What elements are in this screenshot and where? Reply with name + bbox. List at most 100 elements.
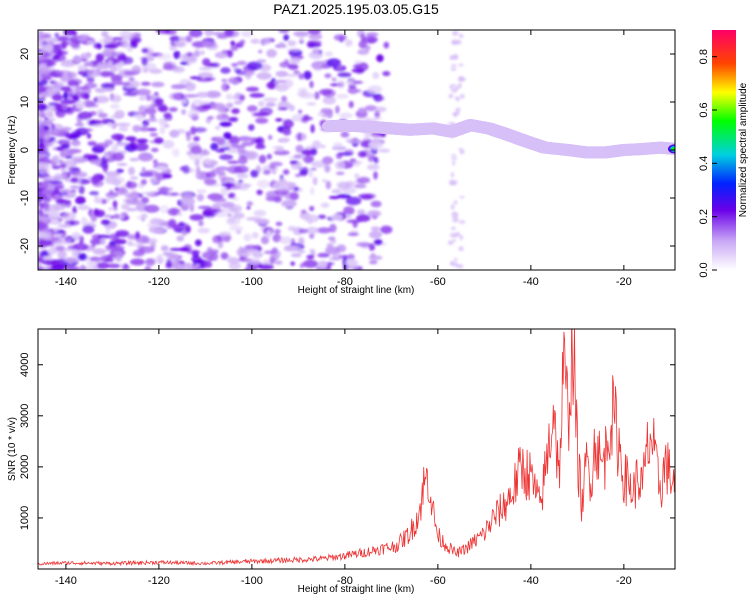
spectrogram-noise-cell xyxy=(80,128,93,132)
spectrogram-noise-cell xyxy=(279,236,292,244)
spectrogram-noise-cell xyxy=(454,233,461,237)
spectrogram-noise-cell xyxy=(370,200,382,208)
spectrogram-noise-cell xyxy=(50,128,64,137)
spectrogram-noise-cell xyxy=(289,191,299,201)
spectrogram-noise-cell xyxy=(343,206,355,216)
spectrogram-noise-cell xyxy=(284,73,300,77)
spectrogram-noise-cell xyxy=(52,50,68,56)
spectrogram-noise-cell xyxy=(38,103,48,111)
spectrogram-noise-cell xyxy=(317,252,330,258)
spectrogram-noise-cell xyxy=(306,226,319,235)
spectrogram-noise-cell xyxy=(113,207,118,211)
spectrogram-noise-cell xyxy=(207,116,214,120)
spectrogram-noise-cell xyxy=(450,154,457,157)
spectrogram-noise-cell xyxy=(372,117,383,121)
spectrogram-noise-cell xyxy=(293,187,300,192)
spectrogram-noise-cell xyxy=(320,144,326,149)
spectrogram-noise-cell xyxy=(176,128,186,134)
spectrogram-noise-cell xyxy=(373,171,378,180)
spectrogram-noise-cell xyxy=(459,148,465,155)
spectrogram-noise-cell xyxy=(251,232,259,239)
spectrogram-noise-cell xyxy=(60,61,75,68)
spectrogram-noise-cell xyxy=(287,40,297,47)
spectrogram-noise-cell xyxy=(100,238,106,245)
spectrogram-noise-cell xyxy=(62,71,69,78)
spectrogram-noise-cell xyxy=(129,176,139,181)
spectrogram-noise-cell xyxy=(459,234,464,241)
spectrogram-noise-cell xyxy=(145,258,156,266)
spectrogram-noise-cell xyxy=(79,264,87,270)
spectrogram-noise-cell xyxy=(253,209,267,217)
spectrogram-noise-cell xyxy=(111,133,125,141)
spectrogram-noise-cell xyxy=(126,200,142,205)
spectrogram-noise-cell xyxy=(172,66,185,73)
spectrogram-noise-cell xyxy=(120,212,128,217)
spectrogram-noise-cell xyxy=(38,266,43,270)
spectrogram-noise-cell xyxy=(367,85,383,94)
spectrogram-noise-cell xyxy=(107,194,116,200)
spectrogram-noise-cell xyxy=(82,153,93,160)
y-tick-label: 3000 xyxy=(19,404,31,428)
spectrogram-noise-cell xyxy=(110,233,116,242)
spectrogram-noise-cell xyxy=(116,122,131,127)
spectrogram-noise-cell xyxy=(335,105,340,114)
spectrogram-noise-cell xyxy=(337,182,351,190)
spectrogram-noise-cell xyxy=(42,43,54,53)
spectrogram-noise-cell xyxy=(94,142,109,149)
spectrogram-noise-cell xyxy=(38,91,41,97)
spectrogram-noise-cell xyxy=(144,204,160,213)
spectrogram-noise-cell xyxy=(54,32,60,39)
spectrogram-noise-cell xyxy=(111,145,119,153)
spectrogram-noise-cell xyxy=(266,153,272,160)
spectrogram-noise-cell xyxy=(104,152,110,159)
spectrogram-noise-cell xyxy=(87,68,102,78)
spectrogram-noise-cell xyxy=(194,239,202,247)
spectrogram-noise-cell xyxy=(263,97,278,102)
x-tick-label: -120 xyxy=(148,575,170,587)
spectrogram-noise-cell xyxy=(82,40,88,45)
spectrogram-noise-cell xyxy=(228,204,243,213)
spectrogram-noise-cell xyxy=(292,30,309,37)
spectrogram-noise-cell xyxy=(181,197,195,206)
spectrogram-noise-cell xyxy=(316,227,332,234)
spectrogram-noise-cell xyxy=(373,239,383,246)
spectrogram-noise-cell xyxy=(63,91,68,101)
spectrogram-noise-cell xyxy=(69,185,80,189)
spectrogram-noise-cell xyxy=(104,214,112,218)
spectrogram-noise-cell xyxy=(58,159,64,164)
spectrogram-noise-cell xyxy=(256,218,270,226)
spectrogram-noise-cell xyxy=(351,68,365,73)
colorbar-tick-label: 0.0 xyxy=(698,262,710,277)
spectrogram-noise-cell xyxy=(199,128,205,133)
spectrogram-noise-cell xyxy=(124,193,140,200)
spectrogram-noise-cell xyxy=(117,186,127,193)
spectrogram-noise-cell xyxy=(210,142,219,151)
spectrogram-noise-cell xyxy=(67,80,80,87)
spectrogram-noise-cell xyxy=(64,155,73,159)
spectrogram-noise-cell xyxy=(38,222,49,230)
spectrogram-noise-cell xyxy=(138,96,146,101)
spectrogram-noise-cell xyxy=(78,185,85,195)
spectrogram-noise-cell xyxy=(179,247,190,252)
x-tick-label: -140 xyxy=(55,575,77,587)
spectrogram-noise-cell xyxy=(185,225,191,234)
spectrogram-noise-cell xyxy=(38,153,49,158)
spectrogram-noise-cell xyxy=(200,50,205,55)
spectrogram-noise-cell xyxy=(192,260,204,264)
spectrogram-noise-cell xyxy=(72,55,82,63)
spectrogram-noise-cell xyxy=(69,219,75,226)
spectrogram-noise-cell xyxy=(246,201,254,206)
spectrogram-noise-cell xyxy=(70,189,77,193)
spectrogram-noise-cell xyxy=(253,244,262,250)
spectrogram-noise-cell xyxy=(283,169,290,175)
spectrogram-noise-cell xyxy=(86,260,100,267)
spectrogram-noise-cell xyxy=(273,80,279,84)
spectrogram-noise-cell xyxy=(135,231,141,239)
spectrogram-y-ticks: -20 -10 0 10 20 xyxy=(19,48,675,254)
spectrogram-noise-cell xyxy=(246,61,263,71)
spectrogram-noise-cell xyxy=(53,83,63,90)
spectrogram-noise-cell xyxy=(275,83,289,92)
spectrogram-noise-cell xyxy=(231,142,239,148)
spectrogram-noise-cell xyxy=(285,48,302,52)
